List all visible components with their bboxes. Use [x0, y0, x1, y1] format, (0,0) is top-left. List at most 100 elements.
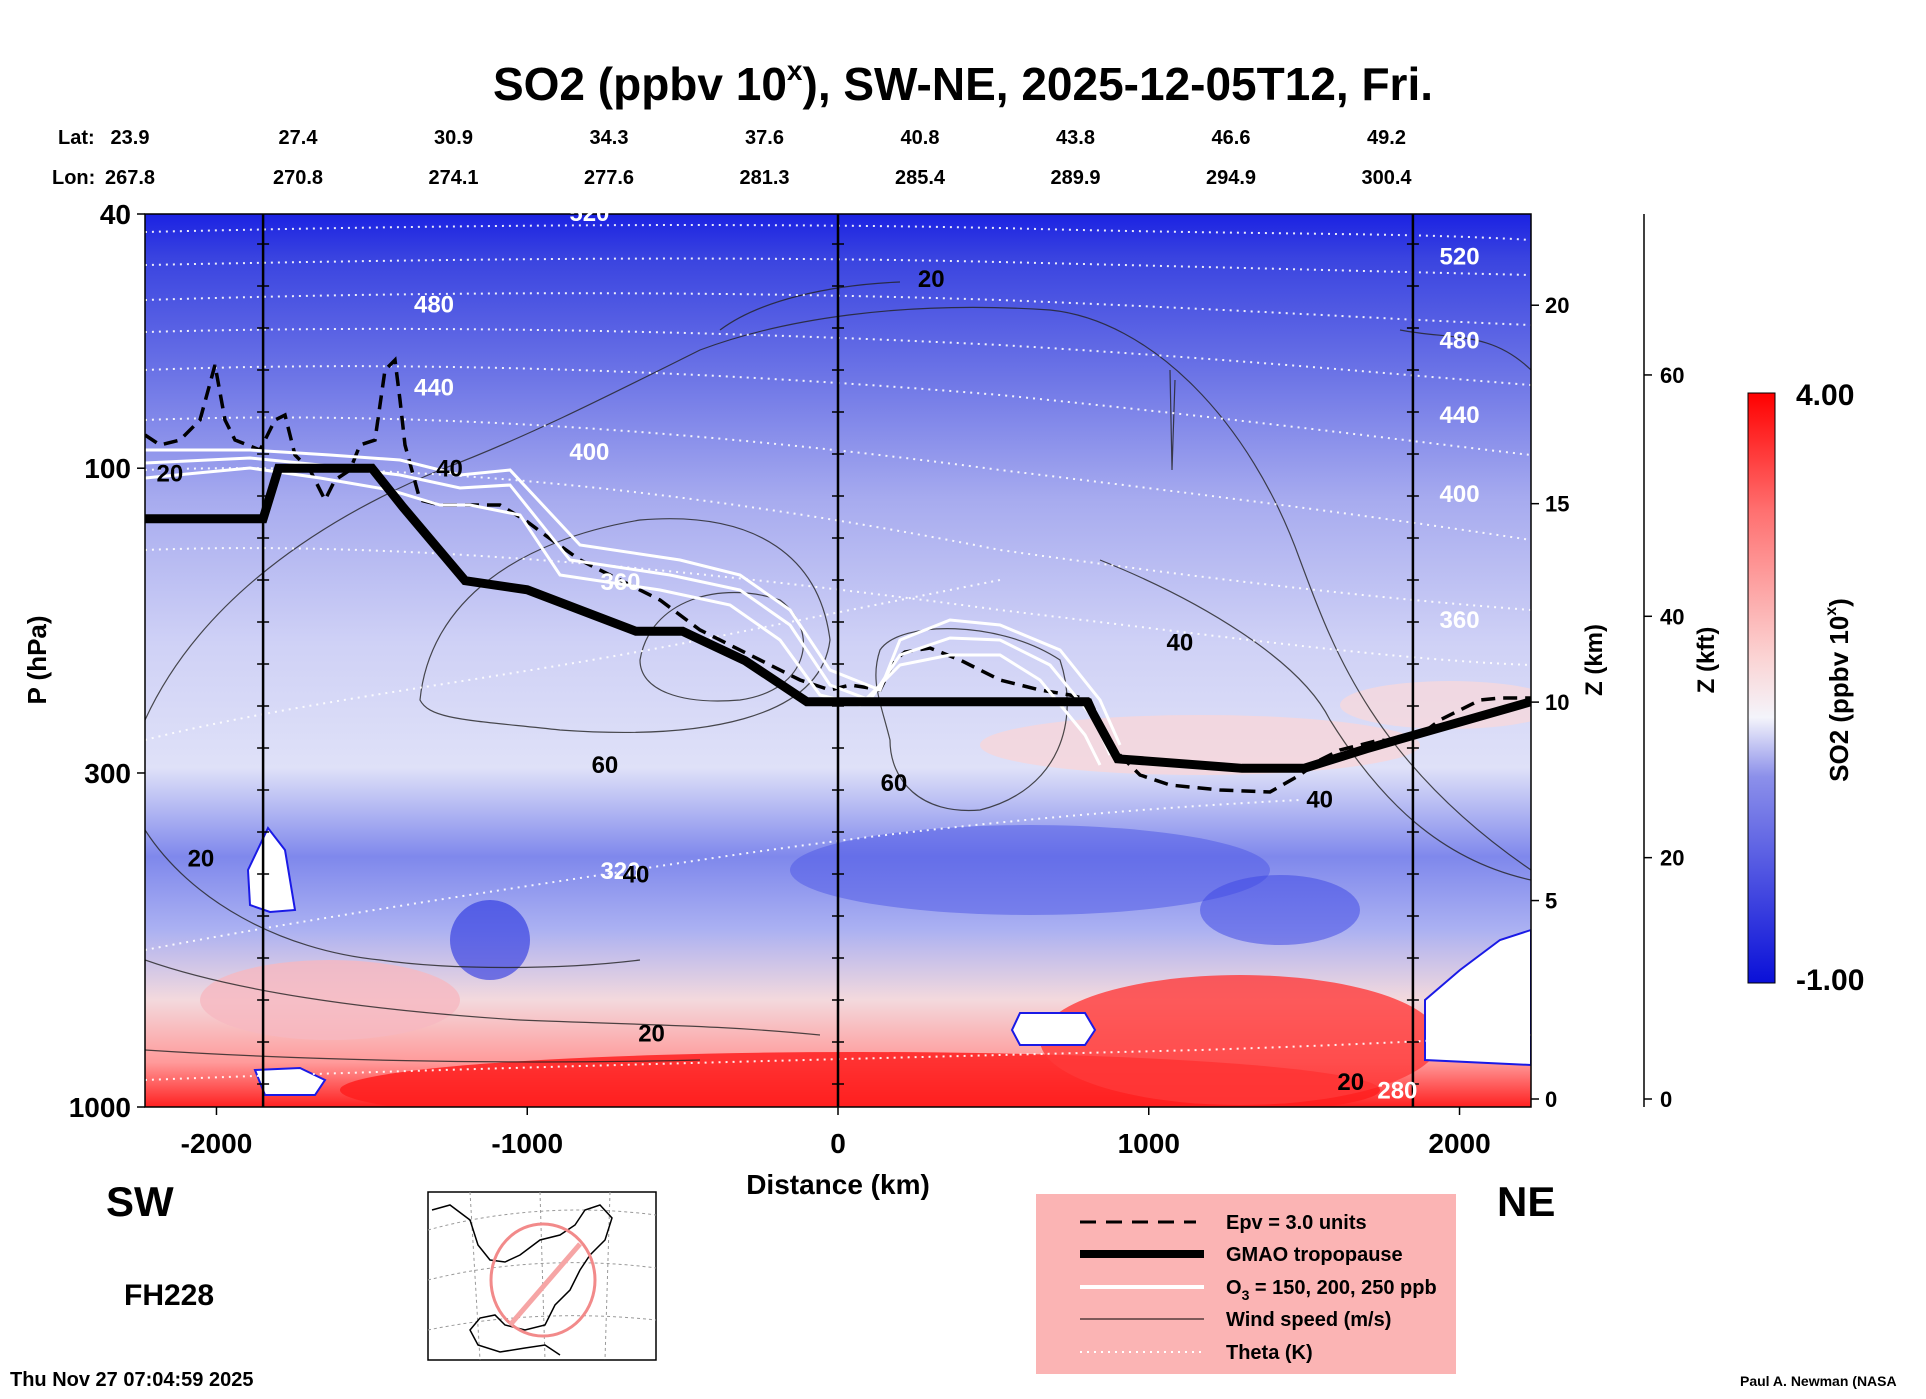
colorbar-title-prefix: SO2 (ppbv 10	[1824, 616, 1854, 782]
x-tick-label: 0	[830, 1128, 846, 1159]
z-km-axis: 0 5 10 15 20	[1531, 293, 1569, 1112]
timestamp-label: Thu Nov 27 07:04:59 2025	[10, 1369, 253, 1391]
so2-blue-patch-3	[1200, 875, 1360, 945]
lat-value: 37.6	[745, 127, 784, 149]
colorbar-min-label: -1.00	[1796, 964, 1864, 997]
y-tick-label: 300	[84, 758, 131, 789]
lon-value: 274.1	[428, 167, 478, 189]
colorbar: 4.00 -1.00 SO2 (ppbv 10x)	[1747, 379, 1864, 997]
lon-value: 300.4	[1361, 167, 1412, 189]
theta-contour-label: 440	[1440, 402, 1480, 429]
theta-contour-label: 360	[1440, 607, 1480, 634]
missing-data-region-3	[1010, 1012, 1097, 1046]
wind-contour-label: 60	[881, 770, 908, 797]
title-sup: x	[787, 55, 803, 86]
so2-blue-patch-1	[450, 900, 530, 980]
colorbar-title-suffix: )	[1824, 598, 1854, 607]
lon-value: 267.8	[105, 167, 155, 189]
x-tick-label: 2000	[1428, 1128, 1490, 1159]
z-kft-tick-label: 60	[1660, 363, 1684, 388]
lat-label: Lat:	[58, 127, 95, 149]
so2-blue-patch-2	[790, 825, 1270, 915]
lat-value: 27.4	[279, 127, 319, 149]
lat-value: 46.6	[1212, 127, 1251, 149]
z-km-tick-label: 10	[1545, 690, 1569, 715]
legend-ozone-suffix: = 150, 200, 250 ppb	[1249, 1277, 1436, 1299]
y-tick-label: 100	[84, 453, 131, 484]
z-kft-tick-label: 40	[1660, 604, 1684, 629]
lon-value: 277.6	[584, 167, 634, 189]
wind-contour-label: 60	[592, 752, 619, 779]
colorbar-title-sup: x	[1823, 607, 1840, 616]
z-kft-tick-label: 0	[1660, 1087, 1672, 1112]
x-tick-label: -2000	[181, 1128, 253, 1159]
x-tick-label: 1000	[1118, 1128, 1180, 1159]
credit-label: Paul A. Newman (NASA	[1740, 1373, 1897, 1389]
sw-direction-label: SW	[106, 1178, 174, 1225]
legend-box	[1036, 1194, 1456, 1374]
wind-contour-label: 40	[436, 455, 463, 482]
legend: Epv = 3.0 units GMAO tropopause O3 = 150…	[1036, 1194, 1456, 1374]
lat-value: 34.3	[590, 127, 629, 149]
distance-axis: -2000 -1000 0 1000 2000	[181, 1107, 1491, 1159]
lon-value: 281.3	[739, 167, 789, 189]
theta-contour-label: 520	[1440, 244, 1480, 271]
z-km-tick-label: 5	[1545, 889, 1557, 914]
wind-contour-label: 20	[188, 845, 215, 872]
epv-contour	[145, 356, 1531, 794]
wind-contour-label: 20	[157, 461, 184, 488]
legend-ozone-prefix: O	[1226, 1277, 1242, 1299]
wind-contour-label: 20	[1337, 1069, 1364, 1096]
title-suffix: ), SW-NE, 2025-12-05T12, Fri.	[803, 58, 1434, 110]
z-km-tick-label: 0	[1545, 1087, 1557, 1112]
lat-value: 43.8	[1056, 127, 1095, 149]
y-tick-label: 1000	[69, 1092, 131, 1123]
colorbar-max-label: 4.00	[1796, 379, 1854, 412]
legend-epv-label: Epv = 3.0 units	[1226, 1212, 1367, 1234]
colorbar-title: SO2 (ppbv 10x)	[1823, 598, 1854, 782]
lat-value: 30.9	[434, 127, 473, 149]
lat-lon-header: Lat: Lon: 23.9 267.8 27.4 270.8 30.9 274.1 34.…	[52, 127, 1412, 189]
z-kft-axis: 0 20 40 60	[1644, 363, 1684, 1112]
z-kft-tick-label: 20	[1660, 846, 1684, 871]
theta-contour-label: 480	[414, 291, 454, 318]
legend-ozone-sub: 3	[1242, 1287, 1250, 1303]
lon-value: 270.8	[273, 167, 323, 189]
inset-transect-line	[508, 1242, 582, 1327]
inset-map	[427, 1191, 657, 1361]
wind-speed-contours	[145, 281, 1531, 1063]
tropopause-line	[145, 463, 1531, 773]
z-kft-label: Z (kft)	[1693, 627, 1720, 694]
legend-tropopause-label: GMAO tropopause	[1226, 1244, 1403, 1266]
theta-contour-label: 320	[600, 858, 640, 885]
wind-contour-label: 40	[1306, 787, 1333, 814]
theta-contour-label: 480	[1440, 328, 1480, 355]
colorbar-gradient	[1747, 392, 1776, 984]
lon-value: 285.4	[895, 167, 946, 189]
lat-value: 40.8	[901, 127, 940, 149]
wind-contour-label: 40	[623, 861, 650, 888]
ne-direction-label: NE	[1497, 1178, 1555, 1225]
pressure-axis: 40 100 300 1000	[69, 199, 145, 1123]
missing-data-region-4	[1424, 928, 1531, 1067]
x-tick-label: -1000	[491, 1128, 563, 1159]
legend-ozone-label: O3 = 150, 200, 250 ppb	[1226, 1277, 1437, 1303]
so2-pink-band-tropo	[980, 715, 1420, 775]
wind-contour-label: 40	[1166, 630, 1193, 657]
theta-contour-label: 400	[1440, 481, 1480, 508]
theta-contour-label: 360	[600, 569, 640, 596]
inset-region-circle	[489, 1222, 597, 1338]
so2-red-plume-ne	[1040, 975, 1440, 1105]
lat-value: 23.9	[111, 127, 150, 149]
z-km-label: Z (km)	[1581, 624, 1608, 696]
theta-contour-label: 520	[569, 200, 609, 227]
y-tick-label: 40	[100, 199, 131, 230]
z-km-tick-label: 15	[1545, 492, 1569, 517]
legend-wind-label: Wind speed (m/s)	[1226, 1309, 1391, 1331]
lon-value: 289.9	[1050, 167, 1100, 189]
plot-area: 520 480 440 400 360 320 280 520 480 440 400 360 20 4…	[144, 200, 1532, 1108]
chart-title: SO2 (ppbv 10x), SW-NE, 2025-12-05T12, Fr…	[493, 55, 1433, 110]
theta-contour-label: 400	[569, 439, 609, 466]
title-prefix: SO2 (ppbv 10	[493, 58, 787, 110]
